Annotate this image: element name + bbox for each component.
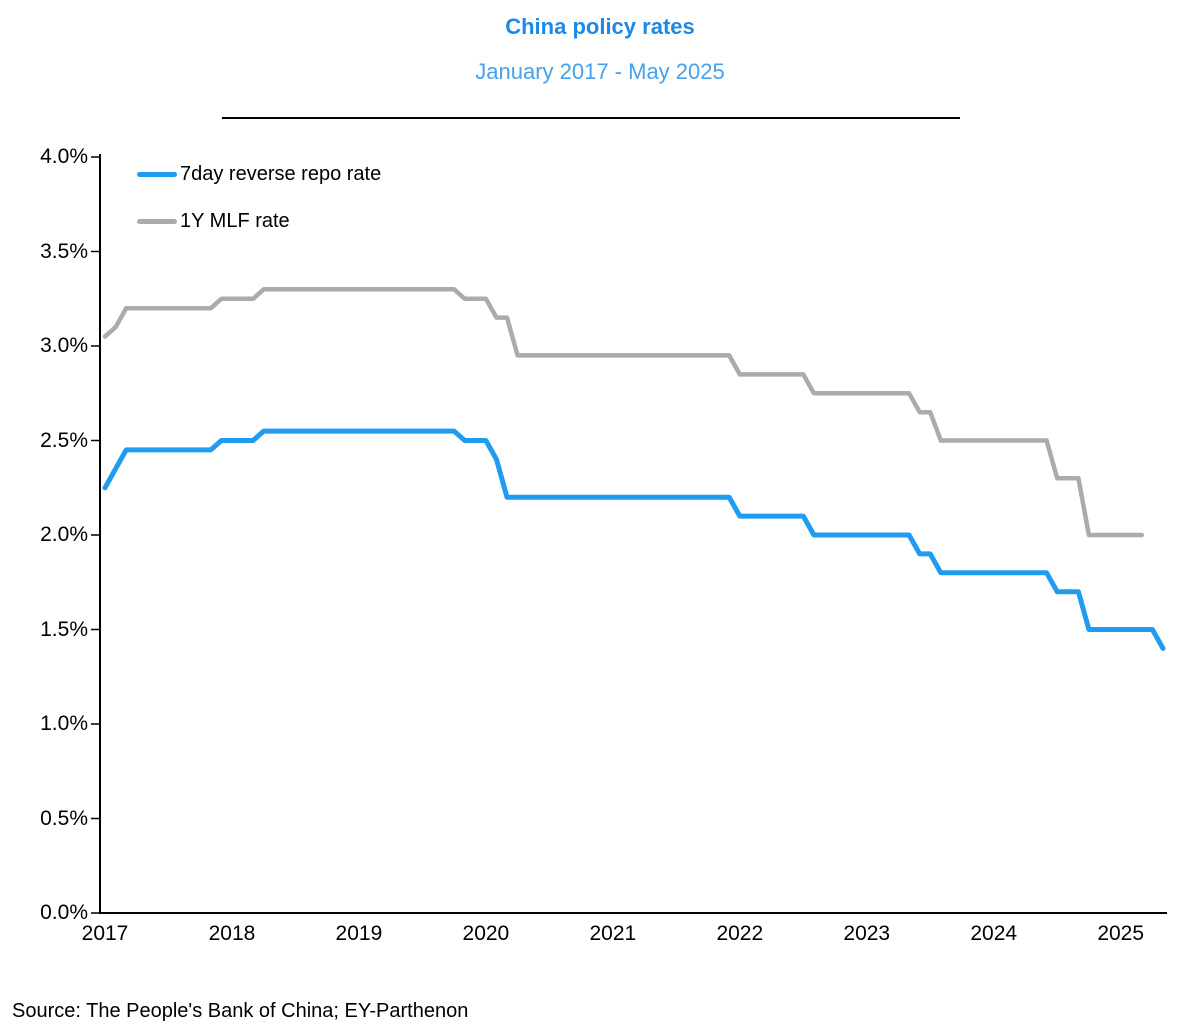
x-tick-label: 2019 xyxy=(335,922,383,945)
legend-label-mlf: 1Y MLF rate xyxy=(180,209,290,232)
chart-title: China policy rates xyxy=(505,14,695,39)
y-tick-label: 3.0% xyxy=(40,334,88,357)
legend-item-repo: 7day reverse repo rate xyxy=(137,162,381,186)
legend-label-repo: 7day reverse repo rate xyxy=(180,162,382,185)
x-tick-label: 2023 xyxy=(843,922,891,945)
chart-subtitle: January 2017 - May 2025 xyxy=(475,59,725,84)
y-tick-label: 1.5% xyxy=(40,617,88,641)
y-tick-label: 0.0% xyxy=(40,901,88,924)
legend-item-mlf: 1Y MLF rate xyxy=(137,209,381,233)
x-tick-label: 2017 xyxy=(81,922,129,945)
y-tick-label: 2.5% xyxy=(40,428,88,452)
x-tick-label: 2025 xyxy=(1097,922,1145,945)
legend: 7day reverse repo rate 1Y MLF rate xyxy=(137,162,381,256)
y-tick-label: 1.0% xyxy=(40,712,88,735)
mlf-rate-line xyxy=(102,287,1145,538)
y-tick-label: 4.0% xyxy=(40,145,88,168)
y-tick-label: 0.5% xyxy=(40,806,88,830)
x-tick-label: 2018 xyxy=(208,922,256,945)
x-tick-label: 2021 xyxy=(589,922,637,945)
source-note: Source: The People's Bank of China; EY-P… xyxy=(12,1000,469,1022)
y-tick-label: 2.0% xyxy=(40,523,88,546)
x-tick-label: 2022 xyxy=(716,922,764,945)
repo-rate-line xyxy=(102,428,1166,651)
x-tick-label: 2024 xyxy=(970,922,1018,945)
mlf-line-swatch-icon xyxy=(137,218,177,224)
title-divider xyxy=(222,117,960,119)
x-tick-label: 2020 xyxy=(462,922,510,945)
repo-line-swatch-icon xyxy=(137,171,177,177)
y-tick-label: 3.5% xyxy=(40,239,88,263)
